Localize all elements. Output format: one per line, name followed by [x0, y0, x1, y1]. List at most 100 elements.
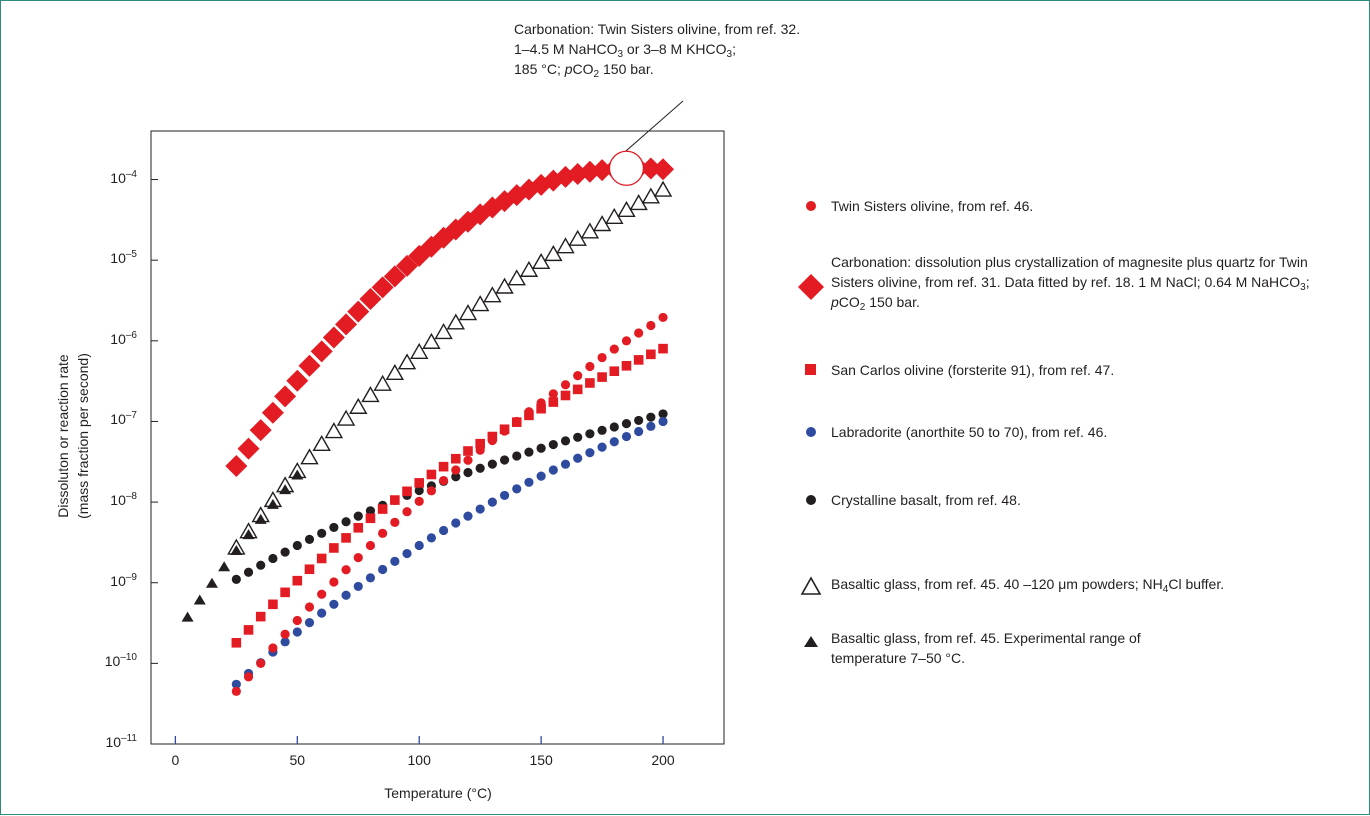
basalt-point	[536, 443, 546, 453]
basalt-point	[463, 467, 473, 478]
twin-sisters-point	[438, 475, 449, 486]
twin-sisters-point	[487, 435, 497, 446]
twin-sisters-point	[585, 361, 595, 372]
legend-marker-filled-triangle-icon	[791, 628, 831, 649]
basalt-point	[365, 506, 376, 516]
labradorite-point	[414, 540, 424, 551]
labradorite-point	[426, 533, 437, 543]
san-carlos-point	[377, 504, 388, 514]
annotation-leader-line	[624, 100, 684, 153]
twin-sisters-point	[597, 352, 607, 363]
san-carlos-point	[402, 486, 412, 497]
basalt-point	[499, 455, 510, 465]
labradorite-point	[573, 453, 583, 463]
twin-sisters-point	[499, 426, 510, 436]
labradorite-point	[438, 525, 449, 536]
legend-item-labradorite: Labradorite (anorthite 50 to 70), from r…	[791, 422, 1341, 442]
glass-filled-triangle-point	[242, 529, 255, 540]
y-tick-label: 10–9	[110, 571, 137, 589]
twin-sisters-point	[658, 312, 668, 323]
carbonation-annotation: Carbonation: Twin Sisters olivine, from …	[514, 19, 800, 80]
twin-sisters-point	[402, 507, 412, 517]
carbonation-point	[335, 313, 358, 336]
labradorite-point	[231, 679, 241, 689]
twin-sisters-point	[317, 589, 327, 599]
san-carlos-point	[475, 438, 485, 449]
san-carlos-point	[341, 533, 351, 543]
labradorite-point	[560, 459, 571, 469]
twin-sisters-point	[353, 552, 363, 563]
basalt-point	[304, 534, 315, 544]
y-axis-label-line1: Dissoluton or reaction rate	[55, 354, 71, 518]
basalt-point	[231, 574, 241, 584]
glass-filled-triangle-point	[205, 577, 218, 588]
san-carlos-point	[585, 378, 595, 388]
carbonation-point	[652, 158, 675, 181]
y-axis-label: Dissoluton or reaction rate (mass fracti…	[53, 353, 93, 519]
labradorite-point	[548, 465, 558, 475]
basalt-point	[475, 463, 485, 473]
san-carlos-point	[597, 372, 607, 382]
labradorite-point	[499, 490, 510, 501]
carbonation-point	[261, 401, 284, 424]
glass-open-triangle-point	[446, 313, 465, 330]
basalt-point	[560, 436, 571, 446]
twin-sisters-point	[560, 380, 571, 390]
san-carlos-point	[316, 553, 327, 564]
twin-sisters-point	[573, 371, 583, 381]
labradorite-point	[646, 421, 656, 431]
carbonation-point	[396, 254, 419, 277]
x-tick-label: 50	[289, 752, 306, 768]
san-carlos-point	[365, 513, 376, 524]
labradorite-point	[292, 627, 302, 637]
glass-open-triangle-point	[422, 332, 441, 349]
labradorite-point	[390, 556, 400, 566]
legend-item-basaltic-glass-powders: Basaltic glass, from ref. 45. 40 –120 μm…	[791, 574, 1341, 596]
labradorite-point	[329, 599, 339, 609]
labradorite-point	[475, 504, 485, 514]
y-tick-label: 10–4	[110, 168, 137, 186]
twin-sisters-point	[548, 389, 558, 399]
x-axis-label: Temperature (°C)	[384, 785, 492, 801]
san-carlos-point	[414, 478, 425, 488]
twin-sisters-point	[426, 486, 437, 496]
carbonation-point	[225, 455, 248, 478]
twin-sisters-point	[463, 455, 473, 465]
carbonation-point	[383, 265, 406, 288]
labradorite-point	[609, 437, 619, 447]
x-tick-label: 200	[651, 752, 675, 768]
legend-item-crystalline-basalt: Crystalline basalt, from ref. 48.	[791, 490, 1341, 510]
san-carlos-point	[292, 575, 303, 586]
basalt-point	[414, 485, 424, 496]
glass-open-triangle-point	[361, 386, 380, 403]
glass-filled-triangle-point	[230, 544, 243, 555]
twin-sisters-point	[646, 320, 656, 331]
x-tick-label: 100	[407, 752, 431, 768]
carbonation-point	[322, 326, 345, 349]
plot-frame	[150, 130, 725, 745]
y-tick-label: 10–6	[110, 329, 137, 347]
basalt-point	[646, 412, 656, 422]
glass-open-triangle-point	[397, 353, 417, 370]
basalt-point	[341, 517, 351, 527]
basalt-point	[317, 528, 327, 538]
labradorite-point	[658, 416, 668, 427]
twin-sisters-point	[378, 528, 388, 538]
glass-open-triangle-point	[519, 260, 539, 277]
glass-open-triangle-point	[531, 252, 551, 270]
san-carlos-point	[243, 625, 254, 635]
san-carlos-point	[548, 397, 559, 407]
legend-marker-blue-circle-icon	[791, 422, 831, 440]
legend-item-carbonation: Carbonation: dissolution plus crystalliz…	[791, 252, 1341, 313]
labradorite-point	[353, 581, 363, 592]
glass-open-triangle-point	[336, 409, 356, 426]
carbonation-point	[591, 159, 614, 182]
labradorite-point	[597, 442, 607, 452]
twin-sisters-point	[621, 336, 632, 346]
twin-sisters-point	[536, 398, 546, 408]
labradorite-point	[317, 608, 327, 618]
basalt-point	[512, 451, 522, 461]
y-tick-label: 10–10	[104, 652, 137, 670]
legend-marker-black-circle-icon	[791, 490, 831, 508]
